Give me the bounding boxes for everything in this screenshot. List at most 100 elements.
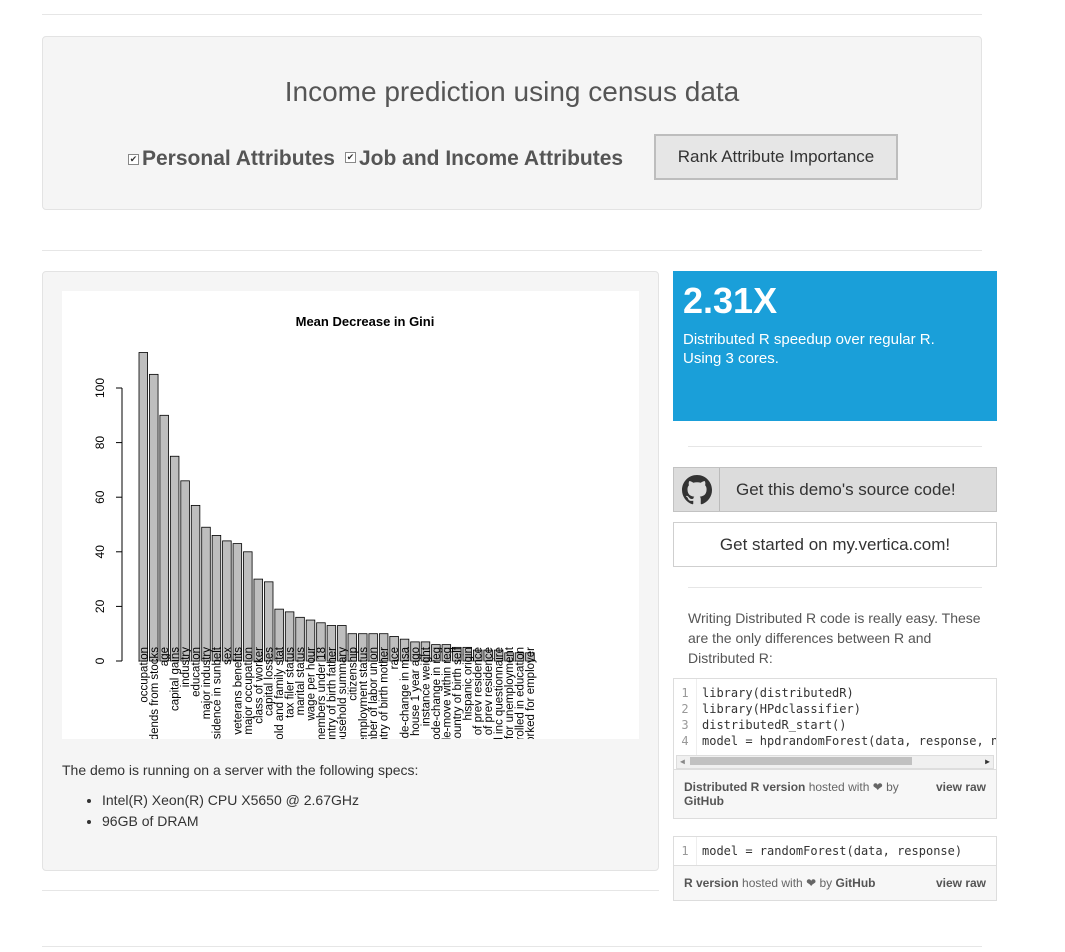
- x-tick-label: country of birth father: [326, 647, 338, 739]
- gist-version-link[interactable]: Distributed R version: [684, 780, 806, 794]
- divider-bottom: [42, 946, 982, 947]
- bar: [263, 581, 274, 662]
- x-tick-label: code-change in reg: [431, 647, 443, 739]
- bar: [180, 480, 190, 662]
- x-tick-label: instance weight: [420, 646, 432, 726]
- gist-meta: Distributed R version hosted with ❤ by G…: [674, 769, 996, 818]
- header-panel: Income prediction using census data ✔ Pe…: [42, 36, 982, 210]
- line-gutter: [674, 837, 697, 867]
- view-raw-link[interactable]: view raw: [935, 876, 986, 890]
- line-number: 2: [681, 702, 689, 716]
- bar: [274, 608, 284, 662]
- x-tick-label: veterans benefits: [232, 647, 244, 735]
- x-tick-label: capital gains: [170, 647, 182, 711]
- gist-version-link[interactable]: R version: [684, 876, 739, 890]
- bar: [472, 649, 483, 662]
- x-tick-label: country of birth self: [452, 646, 464, 739]
- bar: [201, 526, 211, 662]
- x-tick-label: wage per hour: [306, 647, 318, 722]
- horizontal-scrollbar[interactable]: ◀ ▶: [676, 755, 994, 769]
- x-tick-label: education: [191, 647, 203, 697]
- scroll-left-icon[interactable]: ◀: [680, 757, 685, 766]
- checkbox-checked-icon[interactable]: ✔: [345, 151, 356, 163]
- x-tick-label: sex: [222, 647, 234, 665]
- y-tick-label: 0: [93, 657, 107, 664]
- rank-attribute-importance-button[interactable]: Rank Attribute Importance: [654, 134, 898, 180]
- line-number: 3: [681, 718, 689, 732]
- gist-r: 1 model = randomForest(data, response) R…: [673, 836, 997, 901]
- bar: [243, 551, 253, 662]
- spec-ram: 96GB of DRAM: [102, 813, 359, 829]
- bar: [159, 414, 169, 662]
- bar: [253, 578, 263, 662]
- view-raw-link[interactable]: view raw: [935, 780, 986, 794]
- bar: [378, 633, 389, 662]
- gist-hosted-text: hosted with ❤ by: [742, 876, 833, 890]
- x-tick-label: class of worker: [253, 647, 265, 724]
- code-line: distributedR_start(): [702, 718, 847, 732]
- scrollbar-thumb[interactable]: [690, 757, 912, 765]
- bar: [504, 652, 514, 662]
- github-button-label: Get this demo's source code!: [736, 480, 956, 499]
- scroll-right-icon[interactable]: ▶: [985, 757, 990, 766]
- x-tick-label: persons worked for employer: [525, 647, 537, 739]
- checkbox-personal-row[interactable]: ✔ Personal Attributes: [128, 147, 335, 171]
- bar: [284, 611, 295, 662]
- x-tick-label: state of prev residence: [473, 647, 485, 739]
- github-source-button[interactable]: Get this demo's source code!: [673, 467, 997, 512]
- y-tick-label: 40: [93, 545, 107, 559]
- github-icon: [674, 468, 720, 511]
- gist-hosted-text: hosted with ❤ by: [808, 780, 899, 794]
- chart-panel: Mean Decrease in Gini 0 20 40 60 80 100 occup…: [42, 271, 659, 871]
- checkbox-personal-label: Personal Attributes: [142, 147, 335, 170]
- x-tick-label: enrolled in education: [515, 647, 527, 739]
- x-tick-label: household summary: [337, 647, 349, 739]
- divider: [688, 446, 982, 447]
- bar: [420, 641, 431, 662]
- bar: [389, 636, 399, 662]
- bar: [358, 633, 368, 662]
- x-tick-label: major industry: [201, 647, 213, 719]
- x-tick-label: marital status: [295, 647, 307, 716]
- code-line: model = randomForest(data, response): [702, 844, 963, 858]
- checkbox-job-label: Job and Income Attributes: [359, 147, 624, 170]
- x-tick-label: hispanic origin: [462, 647, 474, 721]
- bar: [232, 543, 243, 662]
- bar: [514, 652, 525, 662]
- bar: [169, 455, 180, 662]
- x-tick-label: tax filer status: [285, 647, 297, 718]
- bar: [138, 352, 149, 662]
- x-tick-label: occupation: [138, 647, 150, 703]
- bar: [441, 644, 452, 662]
- x-tick-label: code-move within reg: [441, 647, 453, 739]
- gini-chart: Mean Decrease in Gini 0 20 40 60 80 100 occup…: [62, 291, 639, 739]
- chart-title: Mean Decrease in Gini: [296, 314, 435, 329]
- x-tick-label: race: [389, 647, 401, 669]
- bar: [431, 644, 441, 662]
- speedup-value: 2.31X: [683, 280, 778, 321]
- bar: [410, 641, 420, 662]
- checkbox-checked-icon[interactable]: ✔: [128, 153, 139, 165]
- x-tick-label: industry: [180, 647, 192, 688]
- line-number: 4: [681, 734, 689, 748]
- x-tick-label: capital losses: [264, 647, 276, 716]
- spec-cpu: Intel(R) Xeon(R) CPU X5650 @ 2.67GHz: [102, 792, 359, 808]
- gist-github-link[interactable]: GitHub: [684, 794, 724, 808]
- gist-github-link[interactable]: GitHub: [835, 876, 876, 890]
- code-line: library(HPdclassifier): [702, 702, 861, 716]
- divider: [42, 890, 659, 891]
- x-tick-label: age: [159, 647, 171, 666]
- checkbox-job-row[interactable]: ✔ Job and Income Attributes: [345, 143, 623, 171]
- divider: [42, 250, 982, 251]
- vertica-button[interactable]: Get started on my.vertica.com!: [673, 522, 997, 567]
- speedup-cores: Using 3 cores.: [683, 350, 779, 367]
- divider: [688, 587, 982, 588]
- page-title: Income prediction using census data: [284, 76, 740, 107]
- x-tick-label: reason for unemployment: [504, 646, 516, 739]
- bar: [316, 622, 326, 662]
- x-tick-label: major occupation: [243, 647, 255, 735]
- bar: [493, 649, 504, 662]
- x-tick-label: household and family stat: [274, 646, 286, 739]
- x-tick-label: member of labor union: [368, 647, 380, 739]
